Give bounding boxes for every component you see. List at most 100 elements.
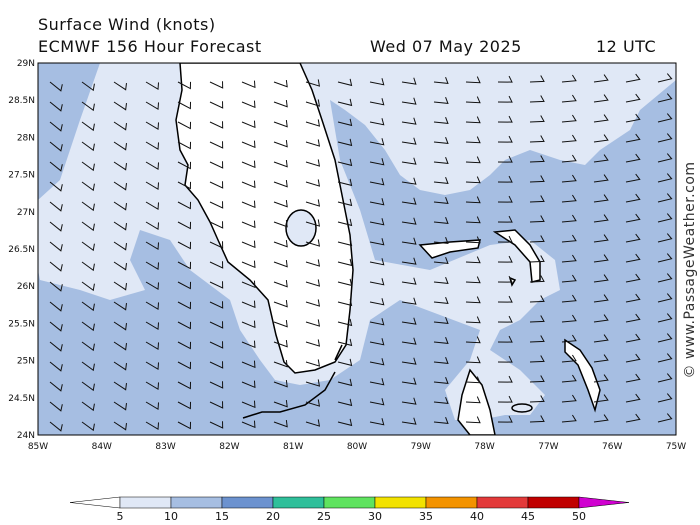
wind-barb <box>337 118 353 127</box>
wind-barb <box>401 317 417 325</box>
wind-barb <box>625 253 641 263</box>
lat-label: 24.5N <box>8 394 35 404</box>
wind-barb <box>241 160 256 169</box>
wind-barb <box>113 181 127 191</box>
wind-barb <box>273 139 288 148</box>
wind-barb <box>305 79 321 87</box>
wind-barb <box>657 73 673 83</box>
wind-barb <box>337 258 353 267</box>
wind-barb <box>177 381 192 390</box>
wind-barb <box>241 280 256 289</box>
wind-barb <box>49 381 63 392</box>
lon-label: 83W <box>155 442 175 452</box>
lat-label: 27.5N <box>8 171 35 181</box>
wind-barb <box>113 341 127 351</box>
wind-barb <box>177 121 192 130</box>
wind-barb <box>465 296 481 304</box>
wind-barb <box>305 259 321 267</box>
wind-barb <box>625 193 641 203</box>
wind-barbs <box>49 73 673 432</box>
wind-barb <box>49 361 63 372</box>
lat-label: 26N <box>17 282 35 292</box>
wind-barb <box>209 181 224 189</box>
wind-barb <box>305 159 321 167</box>
wind-barb <box>273 419 288 428</box>
wind-barb <box>49 261 63 272</box>
wind-barb <box>81 381 95 392</box>
wind-barb <box>369 218 385 226</box>
wind-barb <box>273 79 288 88</box>
wind-barb <box>273 179 288 188</box>
wind-barb <box>561 234 577 243</box>
colorbar-swatch <box>425 496 478 509</box>
wind-barb <box>81 301 95 312</box>
wind-barb <box>433 336 449 345</box>
wind-barb <box>337 198 353 207</box>
wind-barb <box>657 273 673 283</box>
wind-barb <box>433 96 449 105</box>
wind-barb <box>529 295 545 303</box>
wind-barb <box>209 301 224 309</box>
wind-barb <box>369 318 385 326</box>
wind-barb <box>657 233 673 243</box>
colorbar-label: 30 <box>368 510 382 523</box>
wind-barb <box>561 154 577 163</box>
wind-barb <box>337 178 353 187</box>
wind-barb <box>145 101 160 110</box>
wind-barb <box>625 293 641 303</box>
wind-barb <box>593 254 609 263</box>
wind-barb <box>49 141 63 152</box>
wind-barb <box>529 235 545 243</box>
wind-barb <box>497 415 513 423</box>
wind-barb <box>241 320 256 329</box>
wind-barb <box>401 97 417 105</box>
wind-barb <box>625 173 641 183</box>
wind-barb <box>273 259 288 268</box>
wind-barb <box>433 236 449 245</box>
wind-barb <box>465 336 481 344</box>
wind-barb <box>113 141 127 151</box>
colorbar-label: 5 <box>117 510 124 523</box>
wind-barb <box>337 318 353 327</box>
wind-barb <box>593 134 609 143</box>
wind-barb <box>49 421 63 432</box>
wind-barb <box>177 221 192 230</box>
colorbar-swatch <box>221 496 274 509</box>
wind-barb <box>401 77 417 85</box>
wind-barb <box>273 119 288 128</box>
wind-barb <box>369 238 385 246</box>
wind-barb <box>529 375 545 383</box>
wind-barb <box>625 93 641 103</box>
wind-barb <box>49 301 63 312</box>
wind-barb <box>337 278 353 287</box>
lon-label: 77W <box>538 442 558 452</box>
wind-barb <box>81 121 95 132</box>
time: 12 UTC <box>596 37 656 56</box>
wind-barb <box>145 321 160 330</box>
bahamas <box>418 229 601 413</box>
wind-barb <box>145 221 160 230</box>
wind-barb <box>497 155 513 163</box>
colorbar-label: 50 <box>572 510 586 523</box>
wind-barb <box>401 277 417 285</box>
wind-barb <box>401 257 417 265</box>
wind-barb <box>209 381 224 389</box>
wind-barb <box>49 241 63 252</box>
wind-barb <box>433 156 449 165</box>
wind-barb <box>337 398 353 407</box>
wind-barb <box>81 101 95 112</box>
wind-barb <box>177 421 192 430</box>
wind-barb <box>81 261 95 272</box>
wind-barb <box>465 196 481 204</box>
wind-barb <box>593 194 609 203</box>
wind-barb <box>529 335 545 343</box>
wind-barb <box>337 418 353 427</box>
wind-barb <box>465 316 481 324</box>
wind-barb <box>497 355 513 363</box>
lon-label: 75W <box>666 442 686 452</box>
wind-barb <box>561 194 577 203</box>
wind-barb <box>529 75 545 83</box>
wind-barb <box>81 181 95 192</box>
wind-barb <box>81 141 95 152</box>
